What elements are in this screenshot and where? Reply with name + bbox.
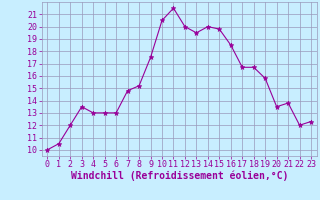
X-axis label: Windchill (Refroidissement éolien,°C): Windchill (Refroidissement éolien,°C)	[70, 171, 288, 181]
